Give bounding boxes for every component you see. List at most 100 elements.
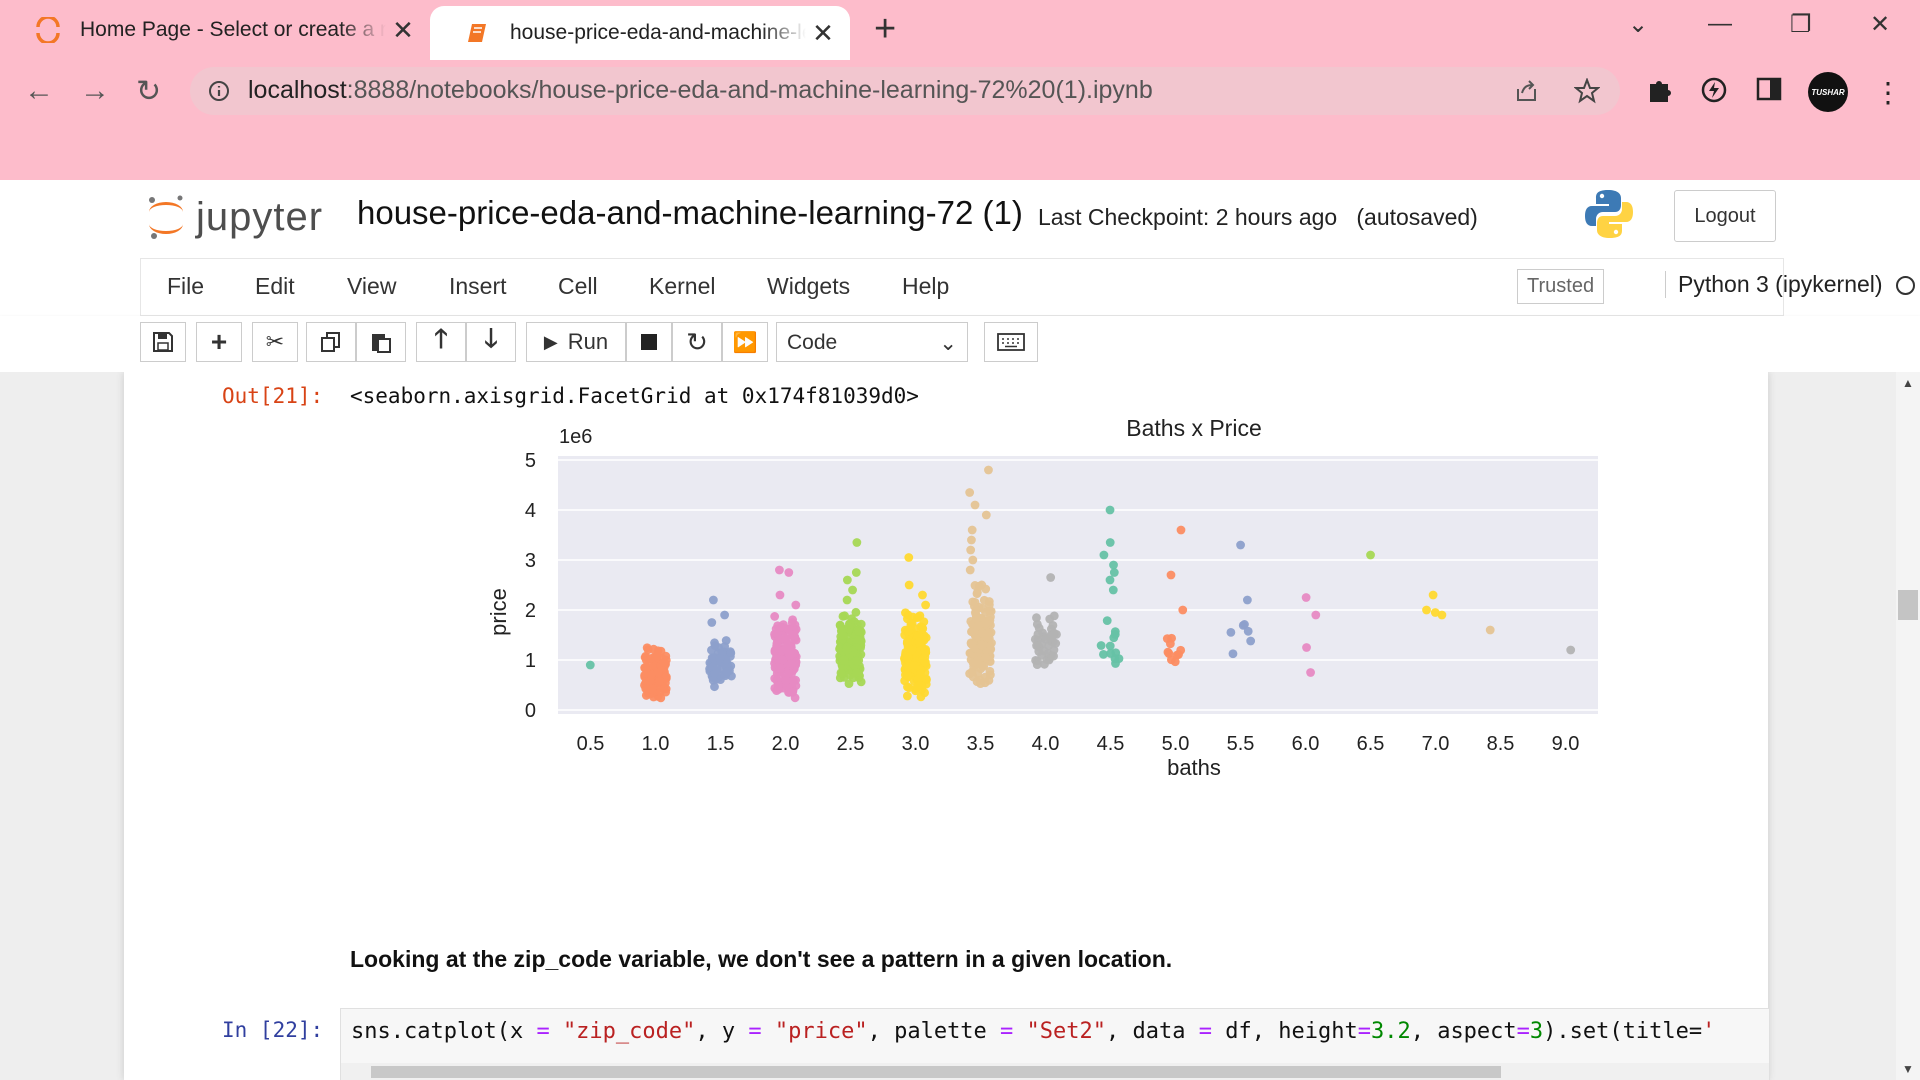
- menu-insert[interactable]: Insert: [449, 273, 507, 299]
- extensions-puzzle-icon[interactable]: [1646, 76, 1674, 111]
- minimize-icon[interactable]: —: [1708, 10, 1732, 37]
- data-point: [966, 545, 976, 555]
- data-point: [916, 692, 926, 702]
- data-point: [1165, 639, 1175, 649]
- data-point: [852, 656, 862, 666]
- data-point: [712, 664, 722, 674]
- interrupt-button[interactable]: [626, 322, 672, 362]
- data-point: [970, 597, 980, 607]
- data-point: [967, 640, 977, 650]
- data-point: [1041, 634, 1051, 644]
- jupyter-logo[interactable]: jupyter: [146, 192, 323, 242]
- side-panel-icon[interactable]: [1756, 76, 1782, 109]
- command-palette-button[interactable]: [984, 322, 1038, 362]
- data-point: [842, 645, 852, 655]
- copy-button[interactable]: [306, 322, 356, 362]
- menu-kernel[interactable]: Kernel: [649, 273, 716, 299]
- data-point: [645, 676, 655, 686]
- data-point: [1366, 550, 1375, 560]
- menu-widgets[interactable]: Widgets: [767, 273, 851, 299]
- data-point: [1164, 649, 1174, 658]
- restore-icon[interactable]: ❐: [1790, 11, 1812, 38]
- data-point: [984, 597, 994, 606]
- data-point: [1302, 643, 1311, 652]
- data-point: [1228, 649, 1238, 659]
- save-button[interactable]: [140, 322, 186, 362]
- data-point: [788, 676, 798, 685]
- data-point: [918, 590, 927, 600]
- logout-button[interactable]: Logout: [1674, 190, 1776, 242]
- performance-icon[interactable]: [1700, 76, 1728, 111]
- cell-type-select[interactable]: Code ⌄: [776, 322, 968, 362]
- forward-icon[interactable]: →: [80, 74, 110, 107]
- browser-tab-home[interactable]: Home Page - Select or create a n ✕: [0, 0, 430, 60]
- vertical-scrollbar[interactable]: ▲ ▼: [1896, 372, 1920, 1080]
- tab-search-chevron-icon[interactable]: ⌄: [1628, 11, 1649, 38]
- python-logo-icon: [1584, 188, 1634, 245]
- window-close-icon[interactable]: ✕: [1870, 11, 1891, 38]
- reload-icon[interactable]: ↻: [136, 75, 162, 108]
- jupyter-logo-icon: [149, 195, 183, 239]
- notebook-name[interactable]: house-price-eda-and-machine-learning-72 …: [357, 194, 1023, 231]
- data-point: [1301, 593, 1311, 602]
- jupyter-wordmark: jupyter: [196, 194, 324, 239]
- x-tick-label: 6.0: [1292, 733, 1320, 755]
- y-tick-label: 1: [525, 650, 536, 672]
- menu-cell[interactable]: Cell: [558, 273, 598, 299]
- data-point: [904, 553, 914, 562]
- paste-button[interactable]: [356, 322, 406, 362]
- data-point: [1485, 625, 1495, 635]
- data-point: [722, 667, 732, 677]
- bookmark-star-icon[interactable]: [1574, 78, 1600, 104]
- markdown-text: Looking at the zip_code variable, we don…: [350, 946, 1173, 972]
- menu-help[interactable]: Help: [902, 273, 950, 299]
- data-point: [842, 595, 852, 605]
- profile-avatar[interactable]: TUSHAR: [1808, 72, 1848, 112]
- y-tick-label: 4: [525, 500, 536, 522]
- browser-menu-icon[interactable]: ⋮: [1874, 77, 1902, 108]
- new-tab-icon[interactable]: +: [874, 8, 897, 50]
- data-point: [856, 677, 866, 687]
- vertical-scroll-thumb[interactable]: [1898, 590, 1918, 620]
- restart-run-all-button[interactable]: ⏩: [722, 322, 768, 362]
- y-tick-label: 0: [525, 700, 536, 722]
- data-point: [972, 677, 982, 687]
- browser-tab-notebook[interactable]: house-price-eda-and-machine-le ✕: [430, 6, 850, 60]
- kernel-name[interactable]: Python 3 (ipykernel): [1665, 271, 1883, 298]
- data-point: [720, 610, 730, 620]
- code-line[interactable]: sns.catplot(x = "zip_code", y = "price",…: [351, 1019, 1716, 1044]
- address-bar[interactable]: localhost:8888/notebooks/house-price-eda…: [190, 67, 1620, 115]
- trusted-badge[interactable]: Trusted: [1517, 269, 1605, 304]
- restart-kernel-button[interactable]: ↻: [672, 322, 722, 362]
- data-point: [842, 575, 852, 585]
- data-point: [851, 568, 861, 577]
- data-point: [784, 568, 794, 577]
- close-tab-icon[interactable]: ✕: [392, 14, 414, 45]
- data-point: [1242, 595, 1252, 605]
- move-up-button[interactable]: 🡑: [416, 322, 466, 362]
- menu-file[interactable]: File: [167, 273, 205, 299]
- move-down-button[interactable]: 🡓: [466, 322, 516, 362]
- run-button[interactable]: ▶ Run: [526, 322, 626, 362]
- data-point: [965, 488, 975, 497]
- cut-button[interactable]: ✂: [252, 322, 298, 362]
- data-point: [1105, 575, 1115, 585]
- menu-edit[interactable]: Edit: [255, 273, 295, 299]
- data-point: [781, 634, 791, 644]
- code-cell-editor[interactable]: sns.catplot(x = "zip_code", y = "price",…: [340, 1008, 1770, 1080]
- site-info-icon[interactable]: [208, 80, 230, 102]
- data-point: [788, 687, 798, 697]
- close-tab-icon[interactable]: ✕: [812, 17, 834, 48]
- horizontal-scroll-thumb[interactable]: [371, 1066, 1501, 1078]
- scroll-up-icon[interactable]: ▲: [1902, 376, 1914, 390]
- insert-cell-button[interactable]: +: [196, 322, 242, 362]
- x-tick-label: 4.0: [1032, 733, 1060, 755]
- horizontal-scrollbar[interactable]: [341, 1063, 1769, 1080]
- y-axis-label: price: [486, 588, 511, 636]
- back-icon[interactable]: ←: [24, 74, 54, 107]
- play-icon: ▶: [543, 331, 558, 352]
- scroll-down-icon[interactable]: ▼: [1902, 1062, 1914, 1076]
- chevron-down-icon: ⌄: [939, 332, 957, 355]
- menu-view[interactable]: View: [347, 273, 397, 299]
- share-icon[interactable]: [1514, 79, 1540, 103]
